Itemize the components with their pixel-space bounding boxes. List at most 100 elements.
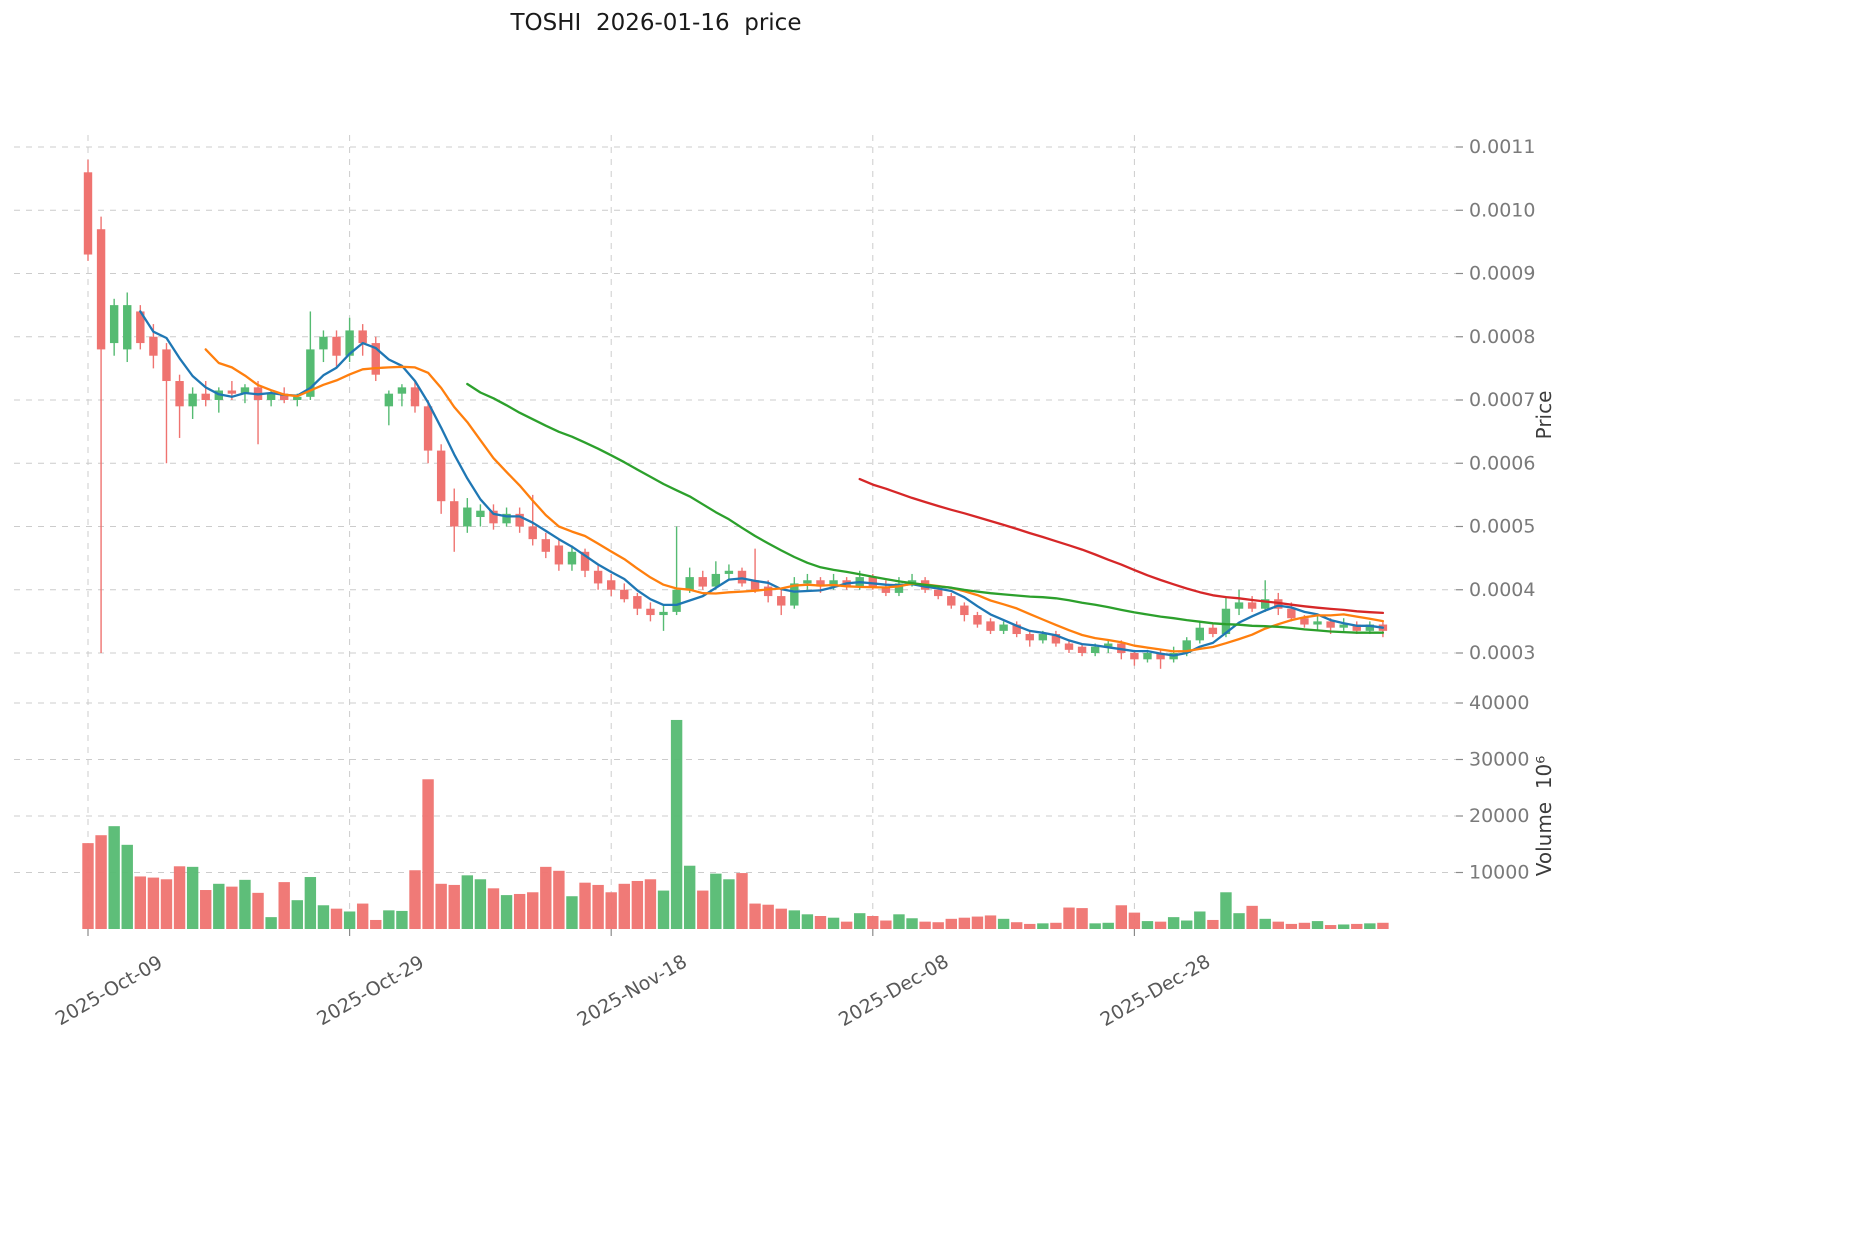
grid-layer	[14, 135, 1456, 929]
candle-body	[1287, 608, 1296, 619]
candle-body	[777, 596, 786, 606]
volume-bar	[880, 920, 892, 929]
candle-body	[96, 229, 106, 350]
volume-bar	[867, 916, 879, 929]
candle-body	[397, 387, 407, 394]
candle-body	[947, 596, 956, 606]
candle-body	[450, 501, 459, 527]
candle-body	[763, 586, 773, 597]
volume-bars-layer	[82, 719, 1389, 929]
candle-body	[1365, 624, 1375, 631]
volume-bar	[670, 719, 683, 929]
volume-bar	[265, 917, 277, 929]
date-tick-label: 2025-Oct-09	[52, 951, 167, 1030]
volume-bar	[697, 890, 709, 929]
volume-bar	[1324, 925, 1337, 929]
volume-bar	[840, 921, 853, 929]
volume-tick-label: 20000	[1469, 805, 1529, 827]
volume-bar	[108, 826, 120, 929]
volume-bar	[644, 879, 657, 929]
volume-bar	[1194, 911, 1206, 929]
candle-body	[711, 573, 721, 587]
volume-bar	[657, 890, 670, 929]
price-axis-label: Price	[1532, 391, 1556, 440]
candle-body	[1247, 602, 1257, 609]
candle-body	[750, 580, 760, 590]
date-tick-label: 2025-Dec-08	[835, 951, 953, 1032]
volume-bar	[448, 884, 460, 929]
candles-layer	[83, 159, 1388, 669]
volume-bar	[1285, 923, 1298, 929]
candle-body	[515, 513, 524, 527]
candle-body	[960, 605, 969, 616]
candle-body	[567, 551, 577, 565]
candle-body	[1208, 627, 1218, 635]
candle-body	[633, 596, 642, 609]
candle-body	[593, 570, 603, 584]
volume-bar	[1364, 923, 1376, 929]
candle-body	[1038, 634, 1048, 641]
volume-bar	[487, 888, 500, 929]
volume-bar	[1154, 921, 1167, 929]
candle-body	[685, 577, 694, 590]
volume-bar	[906, 918, 918, 929]
candle-body	[149, 336, 158, 356]
volume-tick-label: 10000	[1469, 862, 1529, 884]
candle-body	[541, 539, 550, 552]
candle-body	[1077, 646, 1087, 653]
volume-bar	[631, 880, 644, 929]
volume-bar	[775, 908, 787, 929]
volume-bar	[710, 873, 722, 929]
candle-body	[580, 551, 590, 571]
volume-bar	[566, 896, 578, 929]
price-tick-label: 0.0007	[1469, 389, 1535, 411]
volume-bar	[330, 908, 343, 929]
volume-bar	[932, 922, 944, 929]
volume-bar	[1167, 917, 1180, 929]
volume-bar	[160, 879, 173, 929]
candle-body	[1064, 643, 1074, 650]
candle-body	[1090, 646, 1100, 653]
candle-body	[175, 381, 184, 407]
candle-body	[554, 545, 564, 565]
volume-bar	[618, 883, 630, 929]
volume-bar	[945, 918, 957, 929]
volume-bar	[500, 895, 513, 929]
candle-body	[999, 624, 1008, 631]
volume-bar	[1024, 923, 1036, 929]
volume-bar	[1220, 892, 1232, 929]
candle-body	[423, 406, 433, 451]
volume-bar	[1141, 921, 1154, 929]
volume-bar	[592, 884, 604, 929]
candle-body	[1182, 640, 1191, 653]
candle-body	[240, 387, 250, 394]
ma5-line	[139, 310, 1385, 657]
candle-body	[162, 349, 171, 382]
volume-bar	[919, 921, 931, 929]
candle-body	[698, 577, 707, 587]
candle-body	[1012, 624, 1021, 635]
volume-bar	[814, 916, 827, 929]
candle-body	[607, 580, 616, 590]
price-tick-label: 0.0003	[1469, 642, 1535, 664]
volume-bar	[1337, 924, 1350, 929]
volume-bar	[540, 866, 552, 929]
price-tick-label: 0.0009	[1469, 263, 1535, 285]
volume-bar	[971, 916, 984, 929]
candle-body	[934, 589, 943, 597]
candle-body	[973, 615, 982, 625]
volume-bar	[95, 835, 107, 929]
candle-body	[1313, 621, 1322, 625]
candle-body	[123, 305, 132, 350]
candle-body	[489, 510, 498, 524]
candle-body	[659, 611, 668, 616]
price-tick-label: 0.0010	[1469, 199, 1535, 221]
volume-bar	[997, 918, 1010, 929]
volume-bar	[1233, 913, 1245, 929]
candle-body	[816, 580, 825, 587]
candle-body	[1051, 634, 1061, 644]
volume-bar	[1115, 905, 1128, 929]
candle-body	[332, 336, 341, 356]
date-tick-label: 2025-Dec-28	[1097, 951, 1215, 1032]
